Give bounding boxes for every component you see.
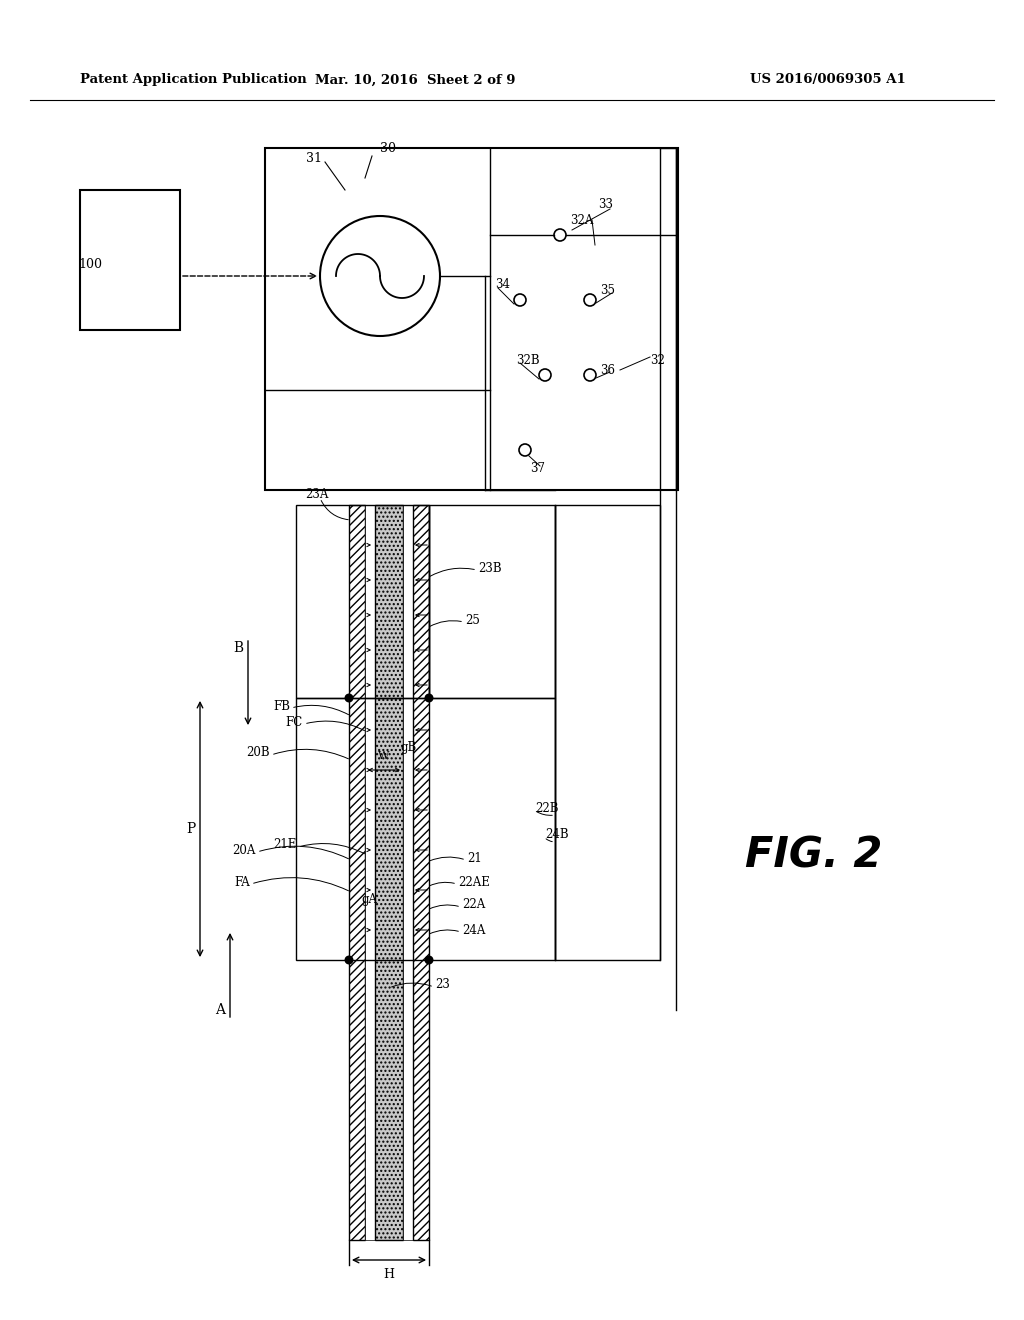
Bar bbox=[296, 506, 429, 698]
Circle shape bbox=[344, 956, 353, 965]
Text: 22B: 22B bbox=[535, 801, 558, 814]
Text: H: H bbox=[384, 1269, 394, 1282]
Text: gA: gA bbox=[361, 894, 377, 907]
Text: 20B: 20B bbox=[247, 747, 270, 759]
Text: P: P bbox=[186, 822, 196, 836]
Text: 35: 35 bbox=[600, 284, 615, 297]
Bar bbox=[365, 506, 375, 1239]
Text: 22AE: 22AE bbox=[458, 875, 489, 888]
Circle shape bbox=[425, 693, 433, 702]
Text: 21E: 21E bbox=[273, 838, 297, 851]
Bar bbox=[296, 698, 555, 960]
Bar bbox=[349, 506, 365, 1239]
Text: FC: FC bbox=[286, 715, 303, 729]
Text: 20A: 20A bbox=[232, 843, 256, 857]
Text: 31: 31 bbox=[306, 152, 322, 165]
Text: 32B: 32B bbox=[516, 354, 540, 367]
Text: 23B: 23B bbox=[478, 561, 502, 574]
Bar bbox=[80, 190, 180, 330]
Text: 32: 32 bbox=[650, 354, 665, 367]
Text: FB: FB bbox=[273, 700, 290, 713]
Text: 32A: 32A bbox=[570, 214, 593, 227]
Text: A: A bbox=[215, 1003, 225, 1016]
Text: 30: 30 bbox=[380, 141, 396, 154]
Bar bbox=[429, 506, 555, 698]
Text: 33: 33 bbox=[598, 198, 613, 211]
Text: 22A: 22A bbox=[462, 899, 485, 912]
Bar bbox=[265, 148, 678, 490]
Bar bbox=[555, 506, 660, 960]
Text: 100: 100 bbox=[78, 259, 102, 272]
Circle shape bbox=[344, 693, 353, 702]
Text: W: W bbox=[378, 751, 390, 762]
Text: 24B: 24B bbox=[545, 829, 568, 842]
Text: 34: 34 bbox=[495, 279, 510, 292]
Bar bbox=[375, 506, 403, 1239]
Text: 37: 37 bbox=[530, 462, 545, 474]
Text: FA: FA bbox=[234, 875, 250, 888]
Text: 23A: 23A bbox=[305, 487, 329, 500]
Bar bbox=[403, 506, 413, 1239]
Text: 21: 21 bbox=[467, 851, 481, 865]
Text: 23: 23 bbox=[435, 978, 450, 991]
Text: 36: 36 bbox=[600, 363, 615, 376]
Text: B: B bbox=[232, 642, 243, 655]
Bar bbox=[413, 506, 429, 1239]
Text: 24A: 24A bbox=[462, 924, 485, 936]
Text: Mar. 10, 2016  Sheet 2 of 9: Mar. 10, 2016 Sheet 2 of 9 bbox=[314, 74, 515, 87]
Text: Patent Application Publication: Patent Application Publication bbox=[80, 74, 307, 87]
Circle shape bbox=[425, 956, 433, 965]
Text: US 2016/0069305 A1: US 2016/0069305 A1 bbox=[750, 74, 906, 87]
Text: FIG. 2: FIG. 2 bbox=[745, 834, 883, 876]
Text: 25: 25 bbox=[465, 614, 480, 627]
Text: gB: gB bbox=[400, 742, 416, 755]
